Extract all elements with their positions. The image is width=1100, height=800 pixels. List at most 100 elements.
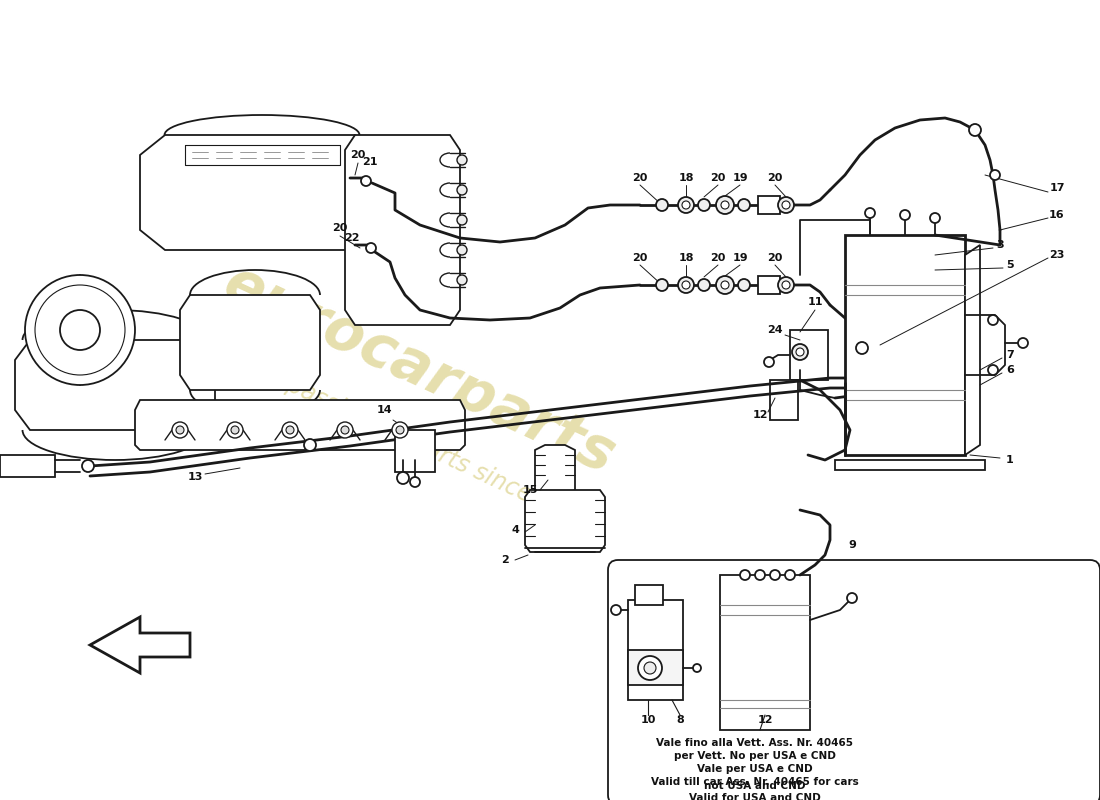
Bar [790, 330, 828, 380]
Text: eurocarparts: eurocarparts [216, 254, 625, 486]
Polygon shape [835, 460, 984, 470]
Circle shape [361, 176, 371, 186]
Polygon shape [90, 617, 190, 673]
Text: 12: 12 [757, 715, 772, 725]
Text: 20: 20 [711, 253, 726, 263]
Text: 20: 20 [632, 253, 648, 263]
Circle shape [456, 215, 468, 225]
Circle shape [738, 279, 750, 291]
Circle shape [1018, 338, 1028, 348]
Polygon shape [965, 245, 980, 455]
Text: 12: 12 [752, 410, 768, 420]
Text: 20: 20 [632, 173, 648, 183]
Bar [770, 380, 798, 420]
Text: 18: 18 [679, 173, 694, 183]
Text: 20: 20 [768, 253, 783, 263]
Text: 5: 5 [1006, 260, 1014, 270]
Circle shape [638, 656, 662, 680]
Text: 3: 3 [997, 240, 1004, 250]
Circle shape [900, 210, 910, 220]
Text: 16: 16 [1049, 210, 1065, 220]
Circle shape [282, 422, 298, 438]
Polygon shape [15, 340, 214, 430]
Bar [758, 196, 780, 214]
Circle shape [392, 422, 408, 438]
Text: 14: 14 [377, 405, 393, 415]
Circle shape [682, 281, 690, 289]
Circle shape [755, 570, 764, 580]
Circle shape [337, 422, 353, 438]
Circle shape [60, 310, 100, 350]
Text: 22: 22 [344, 233, 360, 243]
Text: 20: 20 [332, 223, 348, 233]
Circle shape [778, 277, 794, 293]
FancyBboxPatch shape [608, 560, 1100, 800]
Polygon shape [135, 400, 465, 450]
Circle shape [698, 199, 710, 211]
Text: 1: 1 [1006, 455, 1014, 465]
Circle shape [770, 570, 780, 580]
Circle shape [35, 285, 125, 375]
Circle shape [410, 477, 420, 487]
Circle shape [764, 357, 774, 367]
Text: 4: 4 [512, 525, 519, 535]
Text: per Vett. No per USA e CND: per Vett. No per USA e CND [674, 751, 836, 761]
Bar [395, 430, 434, 472]
Circle shape [304, 439, 316, 451]
Text: 20: 20 [350, 150, 365, 160]
Text: 20: 20 [768, 173, 783, 183]
Text: Vale per USA e CND: Vale per USA e CND [697, 764, 813, 774]
Text: 6: 6 [1006, 365, 1014, 375]
Circle shape [740, 570, 750, 580]
Text: 24: 24 [767, 325, 783, 335]
Circle shape [172, 422, 188, 438]
Circle shape [176, 426, 184, 434]
Circle shape [693, 664, 701, 672]
Text: Vale fino alla Vett. Ass. Nr. 40465: Vale fino alla Vett. Ass. Nr. 40465 [657, 738, 854, 748]
Circle shape [988, 315, 998, 325]
Circle shape [782, 201, 790, 209]
Text: 8: 8 [676, 715, 684, 725]
Text: 11: 11 [807, 297, 823, 307]
Text: a passion for parts since 1985: a passion for parts since 1985 [263, 364, 597, 536]
Circle shape [785, 570, 795, 580]
Circle shape [656, 279, 668, 291]
Circle shape [610, 605, 621, 615]
Circle shape [698, 279, 710, 291]
Bar [758, 276, 780, 294]
Circle shape [286, 426, 294, 434]
Circle shape [847, 593, 857, 603]
Text: 19: 19 [733, 173, 748, 183]
Circle shape [988, 365, 998, 375]
Circle shape [644, 662, 656, 674]
Polygon shape [845, 235, 965, 455]
Circle shape [397, 472, 409, 484]
Circle shape [778, 197, 794, 213]
Circle shape [716, 276, 734, 294]
Bar [628, 600, 683, 700]
Circle shape [930, 213, 940, 223]
Circle shape [682, 201, 690, 209]
Circle shape [227, 422, 243, 438]
Text: 15: 15 [522, 485, 538, 495]
Circle shape [82, 460, 94, 472]
Text: 9: 9 [848, 540, 856, 550]
Circle shape [366, 243, 376, 253]
Text: 17: 17 [1049, 183, 1065, 193]
Text: 2: 2 [502, 555, 509, 565]
Text: 19: 19 [733, 253, 748, 263]
Bar [628, 650, 683, 685]
Circle shape [716, 196, 734, 214]
Circle shape [456, 185, 468, 195]
Text: not USA and CND: not USA and CND [704, 781, 805, 791]
Bar [0, 455, 55, 477]
Text: 23: 23 [1049, 250, 1065, 260]
Polygon shape [180, 295, 320, 390]
Circle shape [865, 208, 874, 218]
Circle shape [456, 275, 468, 285]
Text: 21: 21 [362, 157, 377, 167]
Circle shape [720, 201, 729, 209]
Circle shape [456, 155, 468, 165]
Circle shape [678, 277, 694, 293]
Circle shape [456, 245, 468, 255]
